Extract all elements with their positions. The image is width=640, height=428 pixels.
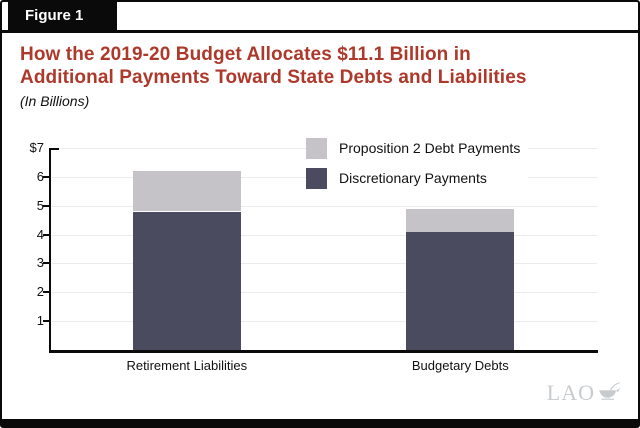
y-axis-tick bbox=[43, 175, 51, 178]
chart-title: How the 2019-20 Budget Allocates $11.1 B… bbox=[20, 43, 527, 89]
bar-segment-proposition-2-debt-payments bbox=[132, 171, 241, 212]
bar-chart-plot-area: 1 2 3 4 5 6 $7 Retirement Liabilities Budgetary … bbox=[2, 2, 638, 419]
y-tick-label: 5 bbox=[36, 197, 44, 213]
y-tick-label: 3 bbox=[36, 255, 44, 271]
bar-segment-discretionary-payments bbox=[406, 231, 515, 350]
y-tick-label: 1 bbox=[36, 313, 44, 329]
legend-item: Discretionary Payments bbox=[306, 168, 520, 189]
y-axis-line bbox=[49, 148, 51, 353]
legend-item: Proposition 2 Debt Payments bbox=[306, 138, 520, 159]
legend-swatch bbox=[306, 168, 327, 189]
y-axis-top-tick bbox=[50, 148, 59, 150]
y-tick-label: 4 bbox=[36, 226, 44, 242]
lao-logo: LAO bbox=[547, 380, 622, 406]
legend-label: Discretionary Payments bbox=[339, 170, 487, 186]
gridline bbox=[52, 205, 597, 207]
gridline bbox=[52, 292, 597, 294]
chart-title-line1: How the 2019-20 Budget Allocates $11.1 B… bbox=[20, 44, 471, 65]
y-tick-label: $7 bbox=[29, 140, 44, 155]
chart-subtitle: (In Billions) bbox=[20, 93, 90, 109]
y-axis-tick bbox=[43, 320, 51, 323]
bar-segment-discretionary-payments bbox=[132, 211, 241, 350]
legend-label: Proposition 2 Debt Payments bbox=[339, 140, 521, 156]
gridline bbox=[52, 263, 597, 265]
y-tick-label: 6 bbox=[36, 168, 44, 184]
y-axis-tick bbox=[43, 291, 51, 294]
x-category-label: Budgetary Debts bbox=[411, 358, 509, 373]
y-tick-label: 2 bbox=[36, 284, 44, 300]
x-axis-line bbox=[49, 350, 598, 353]
legend-swatch bbox=[306, 138, 327, 159]
title-rule bbox=[2, 30, 638, 33]
x-category-label: Retirement Liabilities bbox=[126, 358, 248, 373]
figure-number-label: Figure 1 bbox=[25, 7, 84, 24]
chart-legend: Proposition 2 Debt Payments Discretionary… bbox=[306, 138, 529, 189]
y-axis-tick bbox=[43, 204, 51, 207]
y-axis-tick bbox=[43, 233, 51, 236]
y-axis-tick bbox=[43, 262, 51, 265]
bar-segment-proposition-2-debt-payments bbox=[406, 208, 515, 232]
lao-logo-icon bbox=[596, 381, 622, 405]
gridline bbox=[52, 234, 597, 236]
figure-number-tab: Figure 1 bbox=[8, 2, 118, 31]
chart-title-line2: Additional Payments Toward State Debts a… bbox=[20, 67, 527, 88]
lao-logo-text: LAO bbox=[546, 380, 595, 405]
gridline bbox=[52, 321, 597, 323]
